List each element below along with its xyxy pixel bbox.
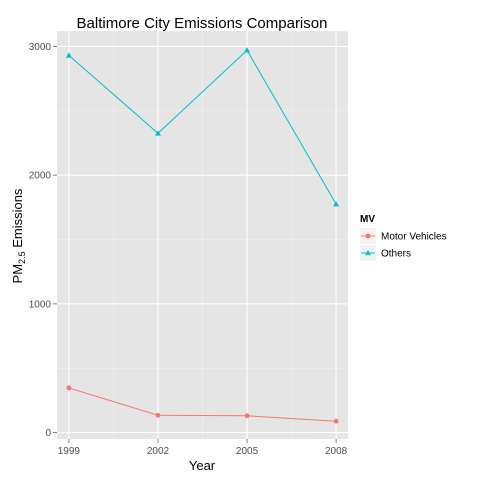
y-tick-label: 2000 [29,171,52,182]
series-layer [65,47,340,424]
y-tick-label: 0 [45,428,51,439]
y-axis-title-suffix: Emissions [10,188,25,251]
legend-label-others: Others [381,249,411,260]
x-tick-label: 2008 [325,446,348,457]
y-tick-label: 3000 [29,42,52,53]
y-axis-title-subscript: 2.5 [17,251,27,264]
x-tick-label: 1999 [58,446,81,457]
data-point-motor-vehicles [66,385,72,391]
x-tick-label: 2005 [236,446,259,457]
x-axis-ticks: 1999 2002 2005 2008 [58,439,348,457]
series-line-others [68,49,337,205]
data-point-others [65,52,72,58]
data-point-others [244,47,251,53]
x-axis-title: Year [189,458,216,473]
legend-key-marker-motor-vehicles [365,233,371,239]
series-line-motor-vehicles [68,387,337,422]
data-point-motor-vehicles [155,412,161,418]
y-axis-ticks: 0 1000 2000 3000 [29,42,57,439]
y-axis-title: PM2.5 Emissions [10,188,27,283]
y-tick-label: 1000 [29,299,52,310]
legend-label-motor-vehicles: Motor Vehicles [381,232,447,243]
y-axis-title-prefix: PM [10,264,25,284]
data-point-motor-vehicles [244,413,250,419]
minor-gridlines [57,31,348,439]
data-point-others [154,130,161,136]
legend-title: MV [360,214,375,225]
legend-key-marker-others [365,250,371,256]
data-point-motor-vehicles [333,418,339,424]
chart-title: Baltimore City Emissions Comparison [77,15,328,32]
major-gridlines [57,31,348,439]
x-tick-label: 2002 [147,446,170,457]
data-point-others [333,201,340,207]
legend: MV Motor Vehicles Others [360,214,447,261]
